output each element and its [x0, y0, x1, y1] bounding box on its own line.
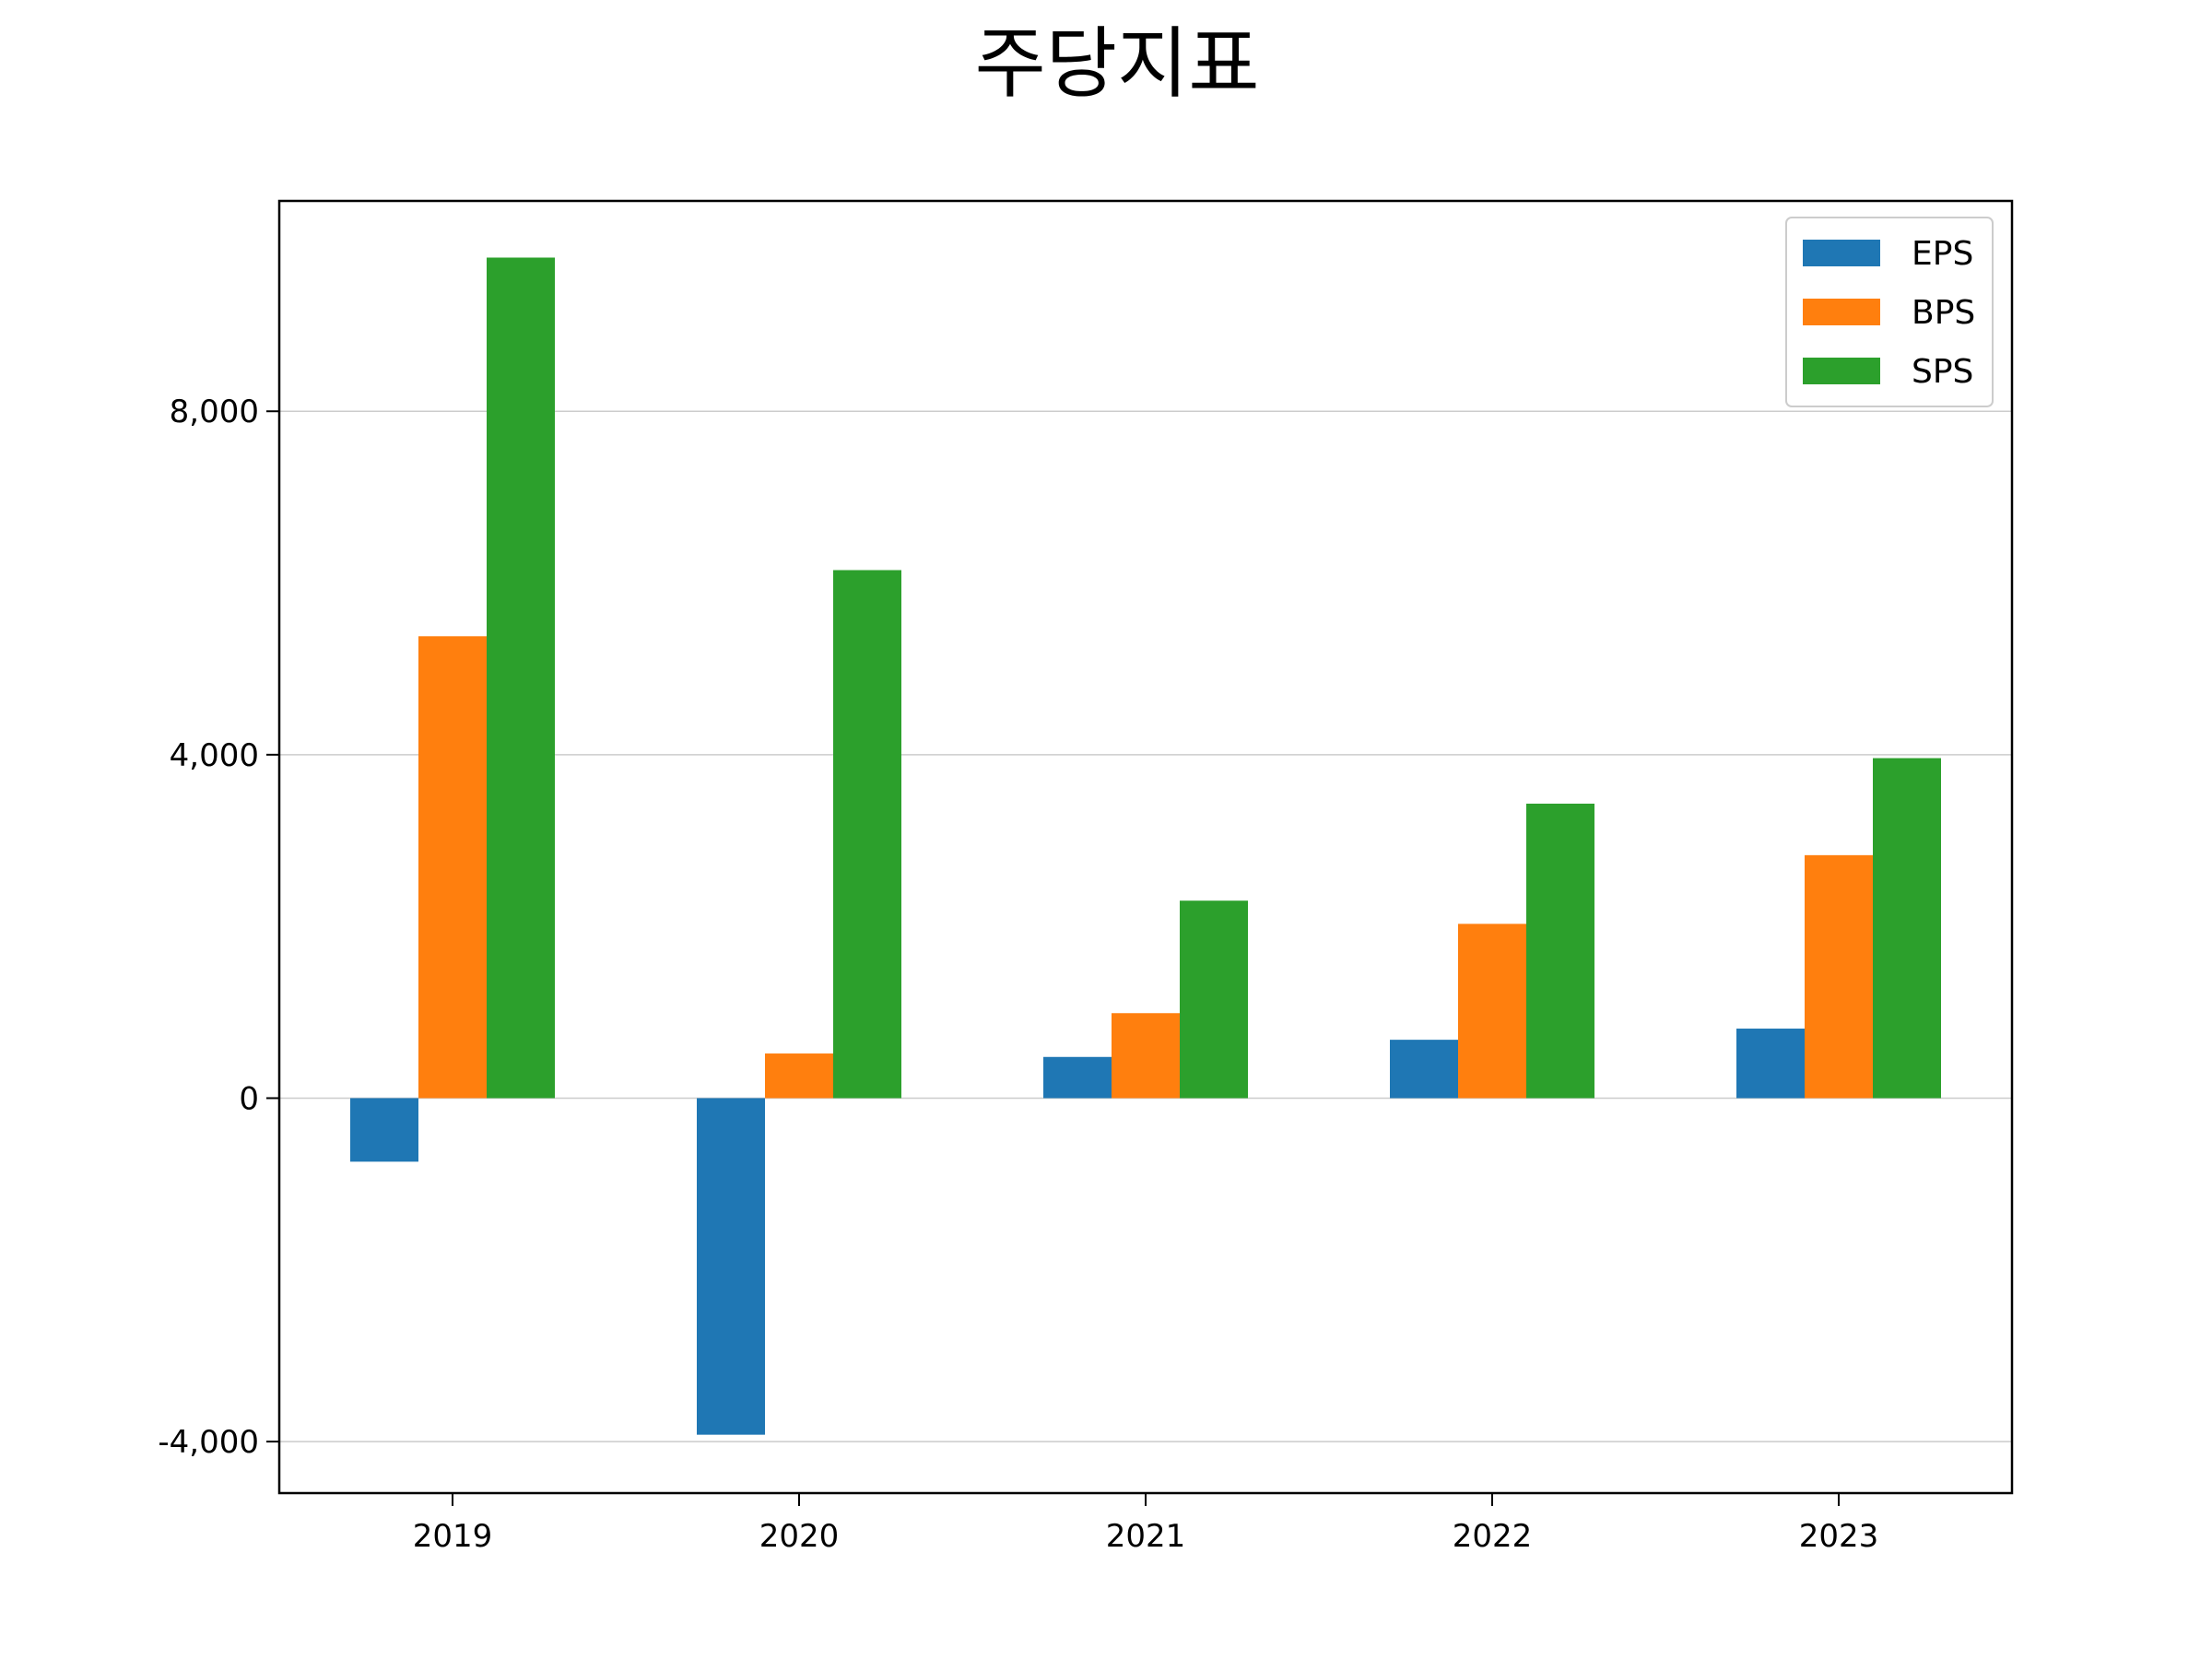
bar-eps-2022: [1390, 1040, 1458, 1099]
bar-sps-2021: [1180, 900, 1248, 1099]
legend-swatch-bps: [1803, 299, 1880, 325]
bar-eps-2023: [1736, 1029, 1805, 1099]
bar-bps-2021: [1112, 1013, 1180, 1099]
y-tick-label: 4,000: [170, 737, 259, 774]
x-tick-label: 2021: [1106, 1518, 1186, 1555]
x-tick-label: 2023: [1799, 1518, 1879, 1555]
bar-eps-2020: [697, 1098, 765, 1435]
x-tick-label: 2020: [759, 1518, 840, 1555]
bar-eps-2021: [1043, 1056, 1112, 1099]
y-tick-label: -4,000: [158, 1424, 259, 1461]
y-tick-label: 0: [239, 1080, 259, 1117]
bar-sps-2023: [1873, 758, 1941, 1099]
legend-swatch-eps: [1803, 240, 1880, 266]
bar-bps-2023: [1805, 854, 1873, 1099]
x-tick-label: 2022: [1453, 1518, 1533, 1555]
bar-bps-2019: [418, 636, 487, 1099]
grid-lines: [279, 410, 2012, 1442]
bar-bps-2020: [765, 1053, 833, 1099]
bar-sps-2019: [487, 257, 555, 1099]
legend-label-eps: EPS: [1912, 235, 1973, 273]
x-tick-label: 2019: [413, 1518, 493, 1555]
axis-ticks: -4,000 0 4,000 8,000 2019 2020 2021 2022 2023: [158, 394, 1878, 1555]
bar-sps-2020: [833, 570, 901, 1099]
legend-label-sps: SPS: [1912, 353, 1973, 391]
bar-eps-2019: [350, 1098, 418, 1162]
legend: EPS BPS SPS: [1785, 217, 1994, 407]
bars: [350, 257, 1941, 1435]
y-tick-label: 8,000: [170, 394, 259, 430]
bar-sps-2022: [1526, 803, 1594, 1099]
bar-bps-2022: [1458, 924, 1526, 1099]
chart-title: 주당지표: [974, 18, 1259, 109]
legend-swatch-sps: [1803, 358, 1880, 384]
legend-label-bps: BPS: [1912, 294, 1975, 332]
